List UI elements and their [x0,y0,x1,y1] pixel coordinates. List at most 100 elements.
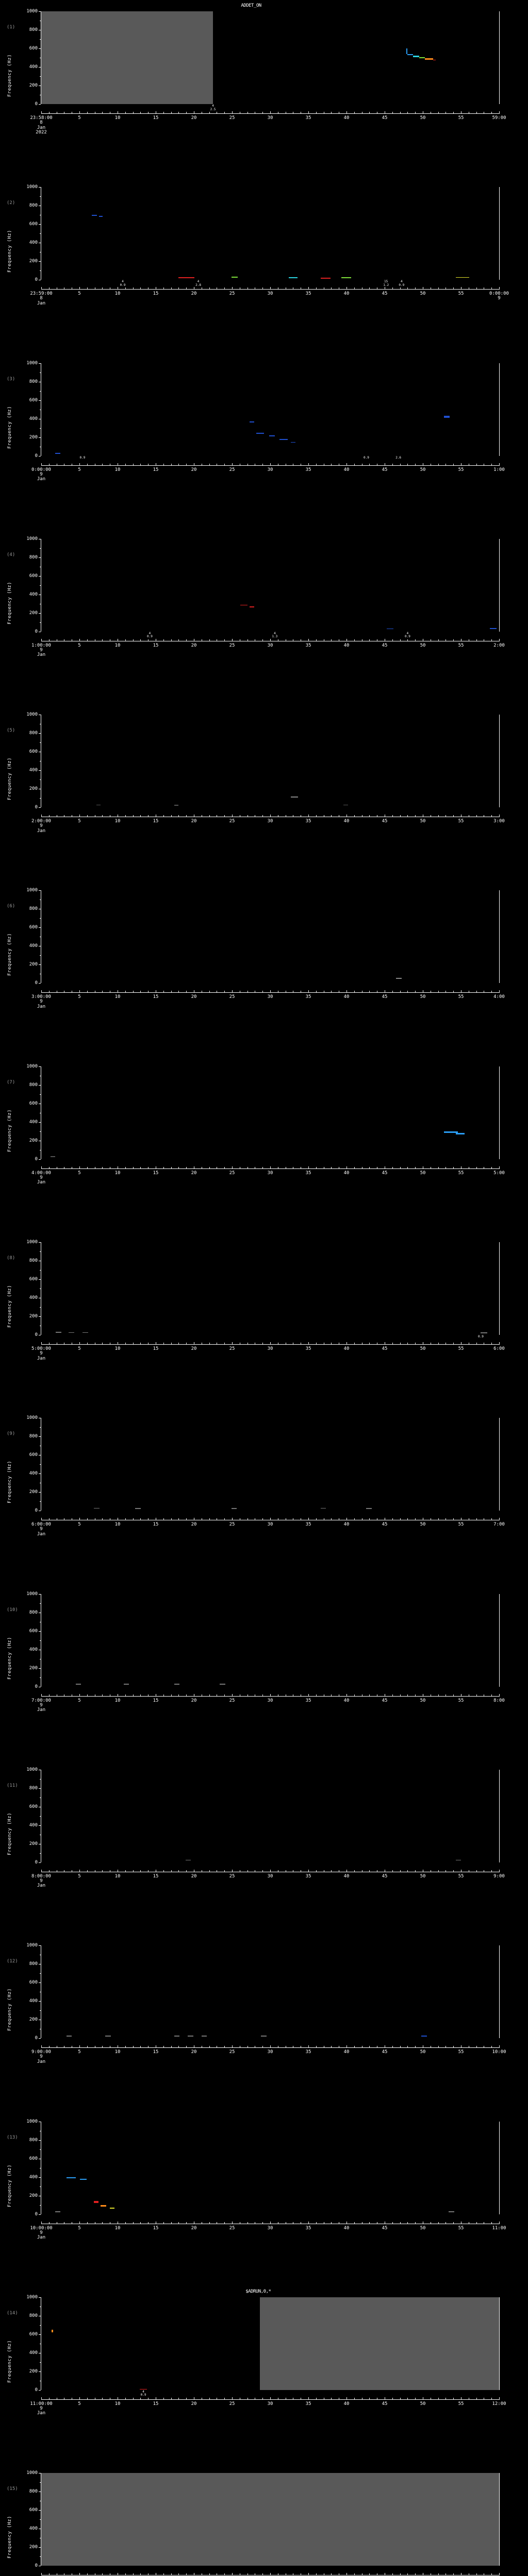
plot-area [41,1066,499,1159]
x-minor-tick [102,2573,103,2576]
x-minor-tick [125,2046,126,2048]
detection-mark [455,1133,465,1134]
y-minor-tick [40,2010,41,2011]
x-minor-tick [48,815,50,818]
x-tick-label: 30 [267,994,273,1000]
x-minor-tick [415,1166,416,1169]
y-tick [39,1982,41,1984]
x-tick-label: 40 [343,1698,350,1703]
x-tick [41,287,42,290]
detection-mark [66,2177,76,2179]
y-tick [39,557,41,558]
x-tick-label: 45 [382,115,388,121]
x-minor-tick [400,1694,401,1697]
detection-mark [288,277,298,279]
x-minor-tick [407,639,408,641]
x-tick-label: 6:00:00 [31,1522,51,1528]
x-minor-tick [133,2573,134,2576]
x-tick-label: 30 [267,2049,273,2055]
x-minor-tick [453,2222,454,2224]
x-minor-tick [316,991,317,993]
x-tick [499,287,500,290]
x-minor-tick [125,2573,126,2576]
x-minor-tick [133,1518,134,1521]
date-stamp: 8 Jan [37,296,46,306]
x-minor-tick [125,2397,126,2400]
x-minor-tick [438,1694,439,1697]
y-tick-label: 0 [35,629,38,634]
x-tick [232,1342,233,1345]
detection-mark [94,2201,98,2203]
x-tick [346,1693,347,1697]
x-tick [270,990,271,993]
y-tick-label: 200 [29,2193,38,2198]
x-minor-tick [476,2573,477,2576]
x-tick-label: 11:00:00 [30,2401,53,2406]
spectrogram-panel: (11) Frequency (Hz) 1000 800 600 400 200 0 8:00:… [0,1758,528,1934]
x-minor-tick [369,2046,370,2048]
x-minor-tick [209,463,210,466]
y-tick-label: 800 [29,1609,38,1615]
y-tick-label: 400 [29,1119,38,1125]
y-axis-spine-right [499,2121,500,2214]
date-stamp: 9 Jan [37,999,46,1009]
detection-mark [174,1684,180,1685]
x-minor-tick [476,112,477,114]
y-tick [39,2140,41,2141]
x-tick-label: 30 [267,1170,273,1176]
y-tick-label: 600 [29,46,38,51]
x-minor-tick [262,1518,263,1521]
x-tick-label: 40 [343,1346,350,1352]
x-tick-label: 10 [114,1873,121,1879]
x-tick-label: 35 [305,819,311,824]
y-tick [39,224,41,225]
plot-area [41,890,499,984]
x-minor-tick [262,639,263,641]
y-tick [39,1159,41,1160]
y-minor-tick [40,918,41,919]
y-tick-label: 400 [29,2526,38,2532]
x-minor-tick [453,463,454,466]
x-minor-tick [163,2046,164,2048]
y-tick-label: 600 [29,1628,38,1634]
x-minor-tick [331,1343,332,1345]
x-minor-tick [453,1166,454,1169]
x-minor-tick [491,991,492,993]
x-tick-label: 3:00:00 [31,994,51,1000]
x-tick [232,2397,233,2400]
y-tick-label: 800 [29,2489,38,2495]
y-tick [39,2177,41,2178]
x-minor-tick [354,991,355,993]
x-tick-label: 10 [114,467,121,472]
y-minor-tick [40,39,41,40]
x-minor-tick [415,287,416,290]
x-minor-tick [48,1870,50,1872]
y-tick-label: 800 [29,1258,38,1264]
detection-mark [188,2035,193,2037]
y-tick-label: 800 [29,2137,38,2143]
x-tick-label: 5 [78,2049,81,2055]
x-minor-tick [392,2573,393,2576]
y-minor-tick [40,233,41,234]
x-minor-tick [171,1343,172,1345]
x-tick [79,287,80,290]
x-minor-tick [400,112,401,114]
x-tick [308,1693,309,1697]
x-minor-tick [407,1343,408,1345]
x-tick-label: 0:00:00 [31,467,51,472]
x-minor-tick [369,287,370,290]
x-tick-label: 40 [343,1522,350,1528]
x-minor-tick [354,815,355,818]
detection-mark [201,2035,207,2037]
spectrogram-panel: (5) Frequency (Hz) 1000 800 600 400 200 0 2:00:0… [0,703,528,879]
x-tick-label: 40 [343,291,350,297]
x-minor-tick [224,639,225,641]
y-tick [39,964,41,965]
y-minor-tick [40,1427,41,1428]
x-minor-tick [186,1870,187,1872]
x-tick [232,2221,233,2224]
x-minor-tick [171,2046,172,2048]
y-tick [39,2038,41,2039]
y-tick-label: 400 [29,1822,38,1828]
y-axis-spine-right [499,1594,500,1687]
